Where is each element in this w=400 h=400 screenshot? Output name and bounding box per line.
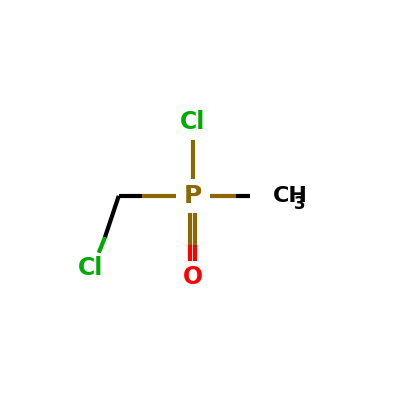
Text: Cl: Cl	[180, 110, 205, 134]
Text: P: P	[184, 184, 202, 208]
Text: CH: CH	[273, 186, 308, 206]
Text: 3: 3	[294, 194, 305, 212]
Text: O: O	[183, 266, 203, 290]
Text: Cl: Cl	[78, 256, 104, 280]
